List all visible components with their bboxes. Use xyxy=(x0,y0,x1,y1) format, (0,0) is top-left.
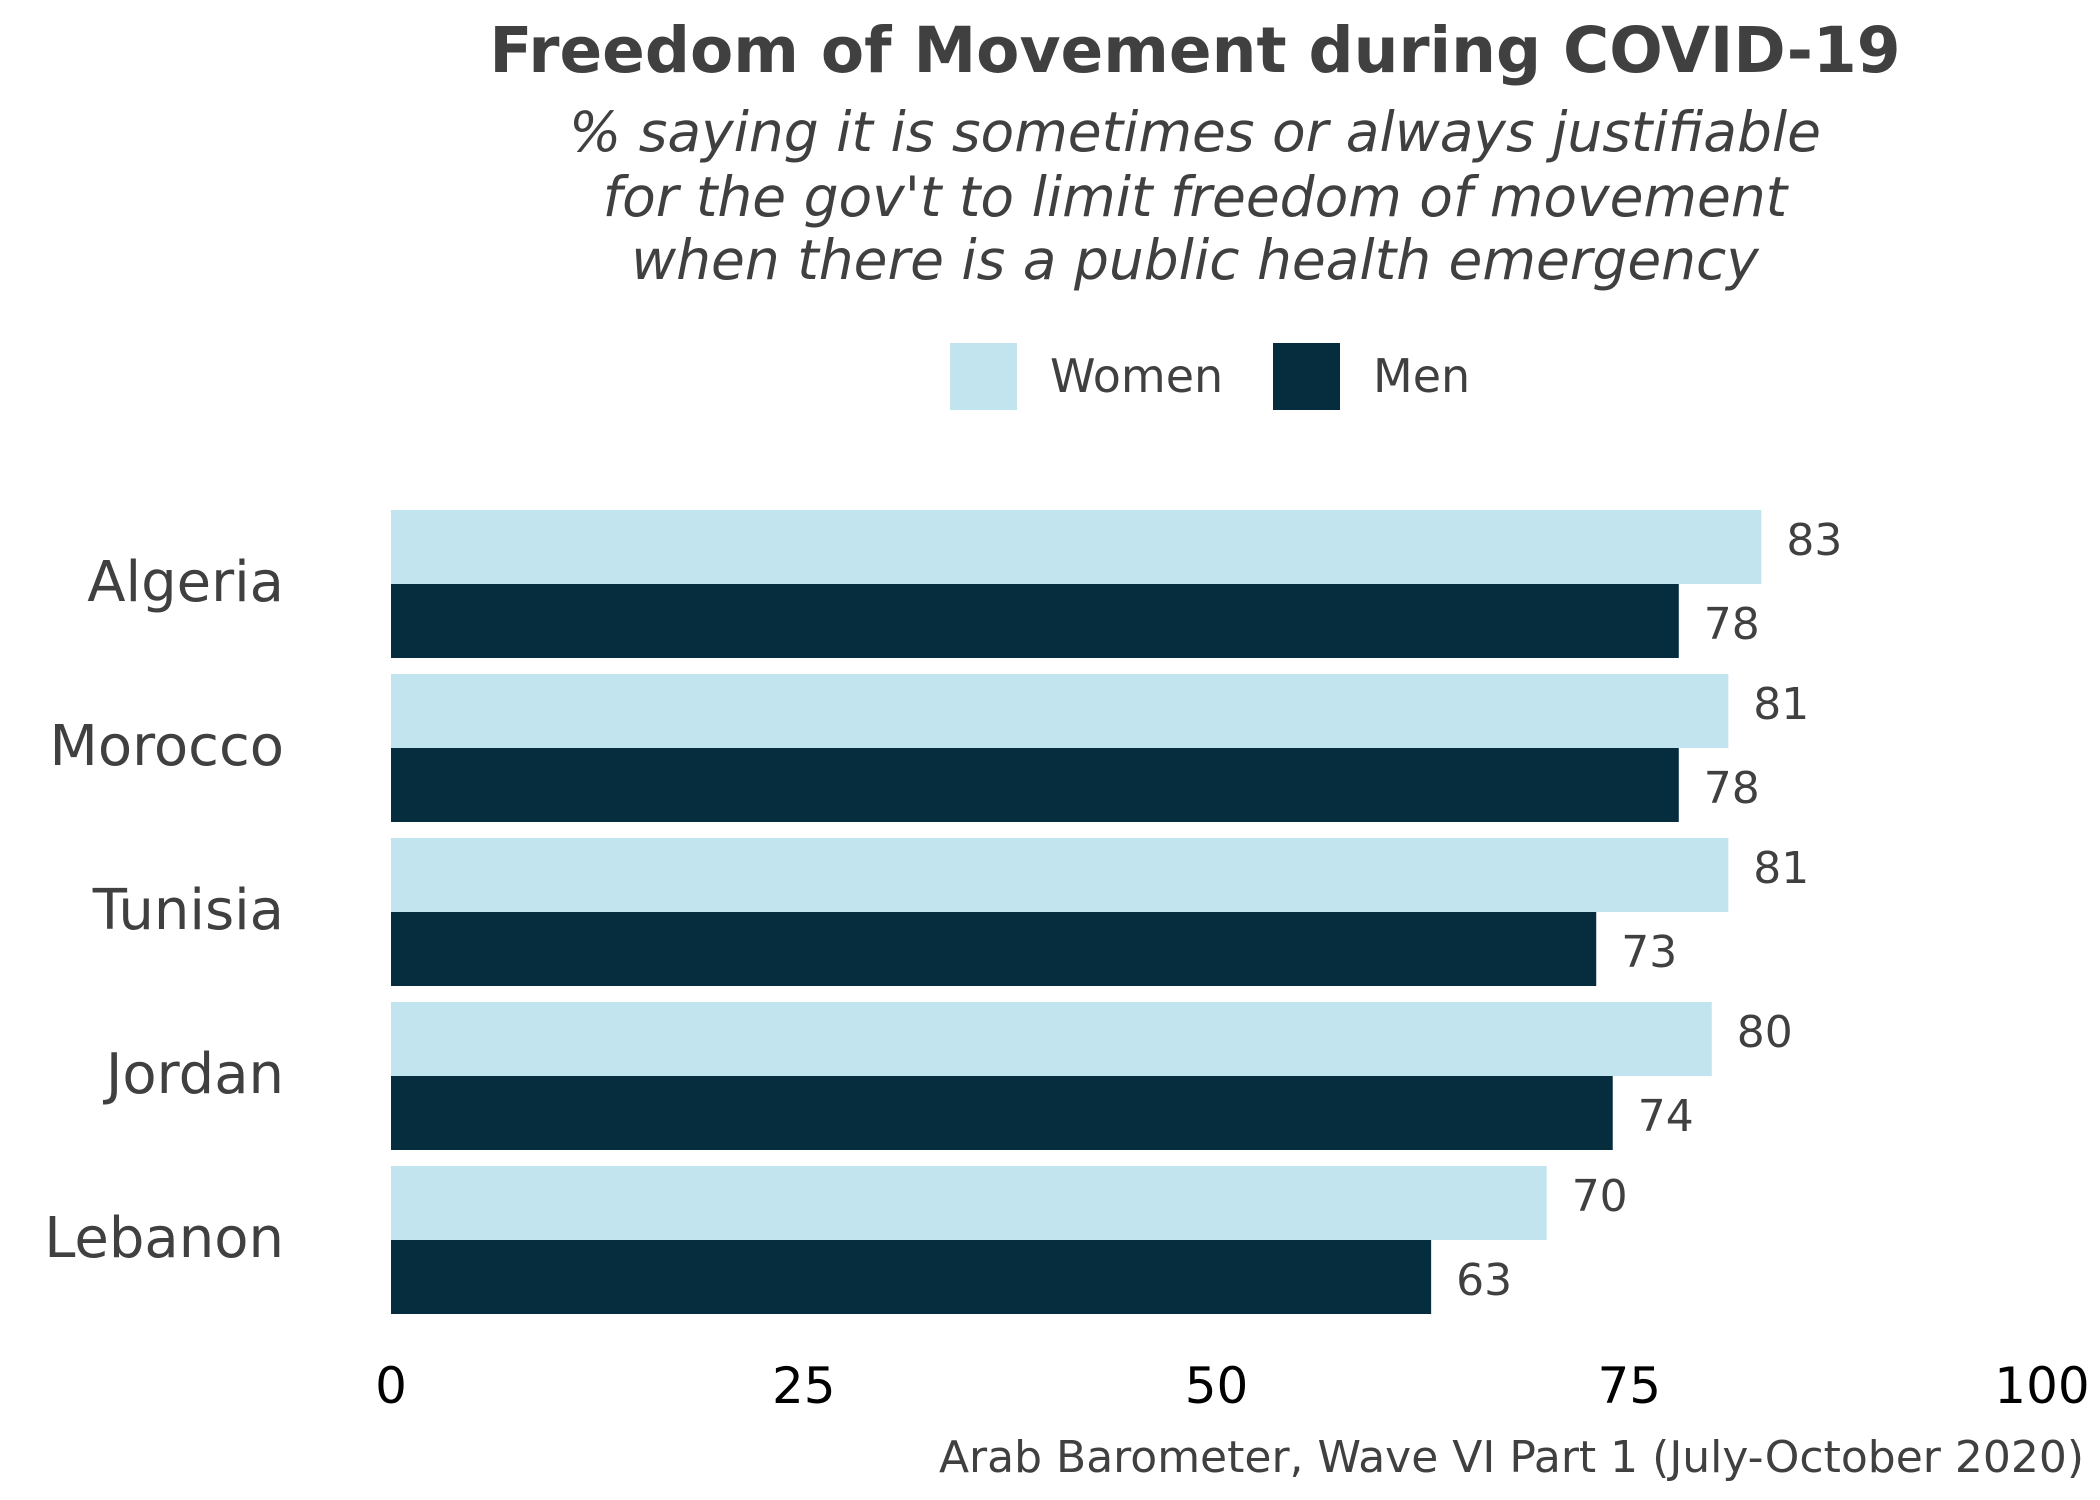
data-label-algeria-women: 83 xyxy=(1786,515,1842,566)
data-label-lebanon-women: 70 xyxy=(1572,1171,1628,1222)
data-label-tunisia-women: 81 xyxy=(1753,843,1809,894)
data-label-jordan-men: 74 xyxy=(1638,1091,1694,1142)
x-tick-label-100: 100 xyxy=(1994,1357,2089,1415)
chart-subtitle-line-2: for the gov't to limit freedom of moveme… xyxy=(602,165,1788,229)
legend-swatch-men xyxy=(1273,343,1340,410)
source-caption: Arab Barometer, Wave VI Part 1 (July-Oct… xyxy=(938,1432,2084,1483)
bar-lebanon-women xyxy=(391,1166,1547,1240)
x-tick-label-0: 0 xyxy=(375,1357,407,1415)
x-tick-label-50: 50 xyxy=(1185,1357,1249,1415)
bar-tunisia-women xyxy=(391,838,1729,912)
category-label-jordan: Jordan xyxy=(103,1042,284,1107)
data-label-lebanon-men: 63 xyxy=(1456,1255,1512,1306)
chart-title: Freedom of Movement during COVID-19 xyxy=(489,14,1901,87)
bar-jordan-women xyxy=(391,1002,1712,1076)
data-label-morocco-women: 81 xyxy=(1753,679,1809,730)
category-label-algeria: Algeria xyxy=(87,550,284,615)
data-label-morocco-men: 78 xyxy=(1704,763,1760,814)
legend-swatch-women xyxy=(950,343,1017,410)
data-label-tunisia-men: 73 xyxy=(1621,927,1677,978)
bar-morocco-men xyxy=(391,748,1679,822)
bar-algeria-men xyxy=(391,584,1679,658)
bar-morocco-women xyxy=(391,674,1729,748)
bar-tunisia-men xyxy=(391,912,1597,986)
category-label-lebanon: Lebanon xyxy=(44,1206,284,1271)
chart-subtitle-line-3: when there is a public health emergency xyxy=(631,228,1759,292)
bar-algeria-women xyxy=(391,510,1762,584)
legend-label-men: Men xyxy=(1373,349,1470,403)
x-tick-label-25: 25 xyxy=(772,1357,836,1415)
chart-subtitle-line-1: % saying it is sometimes or always justi… xyxy=(568,100,1822,164)
category-label-tunisia: Tunisia xyxy=(92,878,284,943)
category-label-morocco: Morocco xyxy=(50,714,284,779)
x-tick-label-75: 75 xyxy=(1597,1357,1661,1415)
data-label-algeria-men: 78 xyxy=(1704,599,1760,650)
bar-jordan-men xyxy=(391,1076,1613,1150)
bar-lebanon-men xyxy=(391,1240,1432,1314)
legend-label-women: Women xyxy=(1050,349,1223,403)
data-label-jordan-women: 80 xyxy=(1737,1007,1793,1058)
